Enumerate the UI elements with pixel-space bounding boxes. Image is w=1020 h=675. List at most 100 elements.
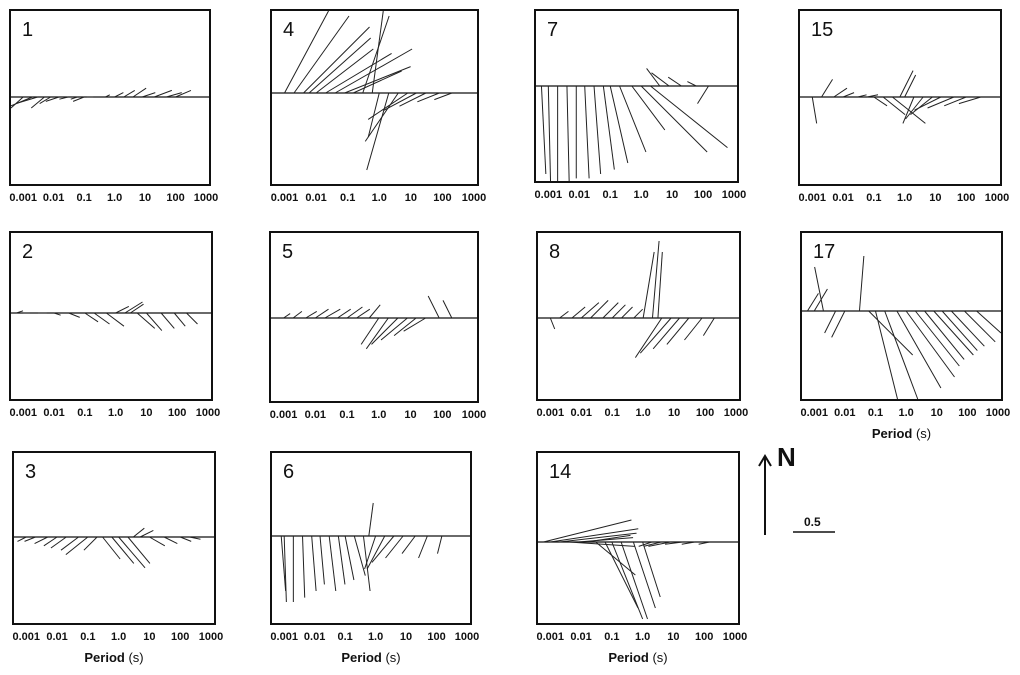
x-tick-label: 1000 xyxy=(199,631,223,643)
induction-arrow xyxy=(146,312,163,331)
induction-arrow xyxy=(368,502,374,537)
induction-arrow xyxy=(93,312,110,325)
induction-arrow xyxy=(646,68,661,87)
x-tick-label: 1000 xyxy=(722,189,746,201)
arrow-group xyxy=(10,87,192,109)
arrow-group xyxy=(549,240,715,358)
x-tick-label: 1.0 xyxy=(635,631,650,643)
induction-arrow xyxy=(34,536,49,545)
induction-arrow xyxy=(418,535,428,559)
x-axis-title-unit: (s) xyxy=(125,650,144,665)
panel-site-6: 6 0.001 0.01 0.1 1.0 10 100 1000 Period (s) xyxy=(270,451,479,665)
induction-arrow xyxy=(631,85,666,131)
induction-arrow xyxy=(905,310,955,378)
induction-arrow xyxy=(602,85,615,170)
x-tick-label: 100 xyxy=(694,189,712,201)
induction-arrow xyxy=(367,92,380,138)
x-tick-label: 0.01 xyxy=(832,192,853,204)
induction-arrow xyxy=(130,303,144,314)
induction-arrow xyxy=(858,255,865,312)
x-tick-label: 1000 xyxy=(455,631,479,643)
induction-arrow xyxy=(166,92,182,98)
induction-arrow xyxy=(133,527,145,538)
induction-arrow xyxy=(160,312,175,329)
induction-arrow xyxy=(665,541,683,545)
arrow-group xyxy=(540,68,728,182)
x-tick-labels: 0.001 0.01 0.1 1.0 10 100 1000 xyxy=(800,407,1010,419)
site-label: 5 xyxy=(282,241,293,263)
x-tick-label: 0.01 xyxy=(305,409,326,421)
induction-arrow xyxy=(702,317,715,336)
induction-arrow xyxy=(621,306,633,319)
x-tick-label: 1.0 xyxy=(107,192,122,204)
induction-arrow xyxy=(619,85,647,153)
x-tick-label: 0.01 xyxy=(569,189,590,201)
induction-arrow xyxy=(17,536,27,542)
site-label: 7 xyxy=(547,19,558,41)
induction-arrow xyxy=(697,85,709,104)
x-tick-label: 0.01 xyxy=(46,631,67,643)
induction-arrow xyxy=(15,96,38,105)
x-axis-title-main: Period xyxy=(872,426,913,441)
x-tick-label: 0.01 xyxy=(43,192,64,204)
x-tick-label: 100 xyxy=(166,192,184,204)
induction-arrow xyxy=(924,310,965,360)
induction-arrow xyxy=(580,302,600,319)
x-tick-label: 1.0 xyxy=(368,631,383,643)
induction-arrow xyxy=(311,535,317,592)
induction-arrow xyxy=(173,312,186,327)
induction-arrow xyxy=(437,535,443,554)
arrow-group xyxy=(280,502,443,603)
induction-arrow xyxy=(118,536,146,569)
induction-arrow xyxy=(328,535,337,592)
induction-arrow xyxy=(941,310,978,351)
induction-arrow xyxy=(657,251,663,319)
x-tick-label: 1000 xyxy=(194,192,218,204)
induction-arrow xyxy=(549,317,556,330)
induction-arrow xyxy=(914,310,960,367)
site-label: 3 xyxy=(25,461,36,483)
scale-bar-label: 0.5 xyxy=(804,515,821,529)
induction-arrow xyxy=(30,96,45,109)
induction-arrow xyxy=(593,85,602,175)
panel-frame xyxy=(12,451,216,625)
induction-arrow xyxy=(434,92,453,101)
induction-arrow xyxy=(882,96,906,115)
induction-arrow xyxy=(590,300,609,319)
x-tick-label: 0.01 xyxy=(305,192,326,204)
site-label: 6 xyxy=(283,461,294,483)
panel-frame xyxy=(270,451,472,625)
induction-arrow xyxy=(609,85,629,164)
induction-arrow xyxy=(344,66,411,94)
x-tick-label: 0.01 xyxy=(571,407,592,419)
induction-arrow xyxy=(141,92,156,98)
induction-arrow xyxy=(442,300,453,319)
induction-arrow xyxy=(687,81,697,87)
x-tick-label: 100 xyxy=(433,409,451,421)
induction-arrow xyxy=(417,92,440,103)
panel-frame xyxy=(800,231,1003,401)
induction-arrow xyxy=(84,312,99,323)
induction-arrow xyxy=(127,536,151,564)
induction-arrow xyxy=(367,92,409,120)
induction-arrow xyxy=(365,317,389,350)
induction-arrow xyxy=(175,89,192,98)
panel-site-7: 7 0.001 0.01 0.1 1.0 10 100 1000 xyxy=(534,9,746,201)
x-axis-title-main: Period xyxy=(341,650,382,665)
induction-arrow xyxy=(568,541,635,547)
induction-arrow xyxy=(393,317,417,336)
induction-arrow xyxy=(873,96,888,107)
induction-arrow xyxy=(651,72,670,87)
induction-arrow xyxy=(325,52,392,94)
induction-arrow xyxy=(401,535,416,554)
panel-site-14: 14 0.001 0.01 0.1 1.0 10 100 1000 Period (s) xyxy=(536,451,747,665)
induction-arrow xyxy=(115,305,130,314)
scale-bar: 0.5 xyxy=(793,515,835,533)
induction-arrow xyxy=(648,541,671,547)
induction-arrow xyxy=(914,96,942,111)
x-tick-label: 0.01 xyxy=(834,407,855,419)
induction-arrow xyxy=(933,310,974,356)
induction-arrow xyxy=(136,312,156,329)
site-label: 14 xyxy=(549,461,571,483)
